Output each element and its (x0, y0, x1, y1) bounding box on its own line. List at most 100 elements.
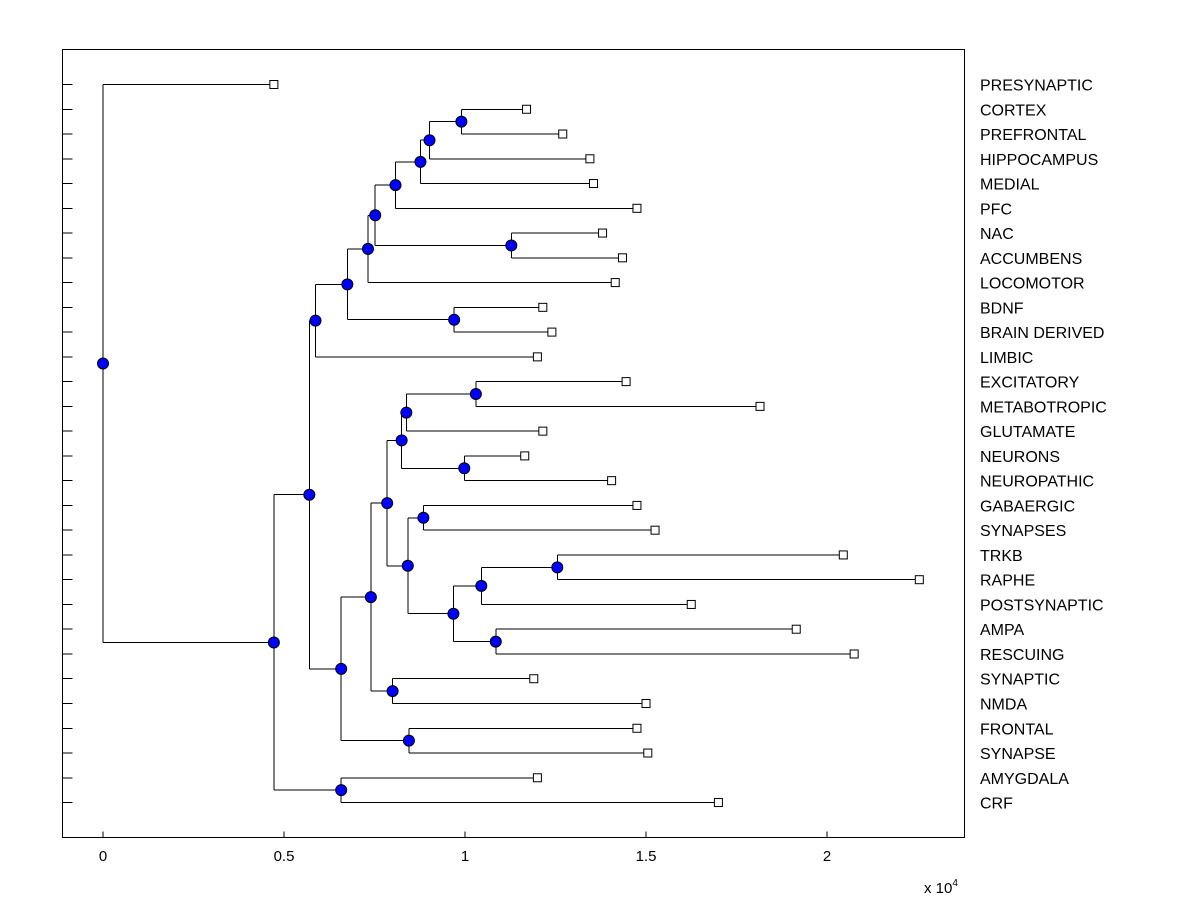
leaf-marker (532, 352, 542, 362)
leaf-marker (607, 476, 617, 486)
leaf-label: METABOTROPIC (980, 399, 1107, 416)
cluster-node (335, 662, 348, 675)
cluster-node (341, 278, 354, 291)
cluster-node (402, 734, 415, 747)
leaf-label: CRF (980, 796, 1013, 813)
x-tick-label: 2 (823, 848, 831, 865)
cluster-node (417, 511, 430, 524)
cluster-node (458, 462, 471, 475)
cluster-node (335, 784, 348, 797)
leaf-label: NAC (980, 226, 1014, 243)
cluster-node (381, 497, 394, 510)
cluster-node (423, 134, 436, 147)
leaf-label: HIPPOCAMPUS (980, 152, 1098, 169)
x-tick-label: 1 (461, 848, 469, 865)
leaf-marker (529, 674, 539, 684)
leaf-label: NMDA (980, 697, 1027, 714)
cluster-node (505, 239, 518, 252)
leaf-marker (621, 377, 631, 387)
leaf-label: GLUTAMATE (980, 424, 1075, 441)
cluster-node (386, 685, 399, 698)
x-axis-ticks: 0 0.5 1 1.5 2 (99, 831, 831, 865)
leaf-label: PREFRONTAL (980, 127, 1086, 144)
leaf-marker (585, 154, 595, 164)
leaf-marker (650, 525, 660, 535)
leaf-label: RESCUING (980, 647, 1064, 664)
leaf-label: SYNAPSES (980, 523, 1066, 540)
tree-edges (102, 84, 920, 804)
leaf-tick-marks (62, 84, 73, 804)
leaf-marker (849, 649, 859, 659)
leaf-marker (914, 575, 924, 585)
plot-frame (62, 49, 965, 838)
leaf-marker (589, 179, 599, 189)
leaf-label: MEDIAL (980, 177, 1040, 194)
cluster-node (395, 434, 408, 447)
cluster-node (469, 388, 482, 400)
leaf-marker (538, 426, 548, 436)
leaf-label: TRKB (980, 548, 1023, 565)
leaf-marker (558, 129, 568, 139)
leaf-labels: PRESYNAPTIC CORTEX PREFRONTAL HIPPOCAMPUS ME… (980, 78, 1107, 813)
leaf-label: LOCOMOTOR (980, 276, 1085, 293)
leaf-label: GABAERGIC (980, 498, 1075, 515)
leaf-marker (269, 80, 279, 89)
leaf-label: PFC (980, 201, 1012, 218)
cluster-node (389, 179, 402, 192)
leaf-label: SYNAPSE (980, 746, 1056, 763)
leaf-label: ACCUMBENS (980, 251, 1082, 268)
leaf-label: AMYGDALA (980, 771, 1069, 788)
leaf-marker (632, 500, 642, 510)
cluster-node (400, 406, 413, 419)
leaf-label: SYNAPTIC (980, 672, 1060, 689)
cluster-node (551, 561, 564, 574)
cluster-node (489, 635, 502, 648)
leaf-marker (641, 699, 651, 708)
leaf-label: AMPA (980, 622, 1024, 639)
leaf-marker (713, 798, 723, 808)
cluster-node (401, 559, 414, 572)
x-tick-label: 0 (99, 848, 107, 865)
leaf-label: POSTSYNAPTIC (980, 597, 1104, 614)
leaf-label: FRONTAL (980, 721, 1054, 738)
cluster-node (448, 313, 461, 326)
leaf-marker (755, 401, 765, 411)
leaf-label: NEURONS (980, 449, 1060, 466)
cluster-node (267, 636, 280, 649)
cluster-node (475, 579, 488, 592)
leaf-markers (269, 80, 924, 808)
x-tick-label: 0.5 (274, 848, 295, 865)
leaf-label: BRAIN DERIVED (980, 325, 1104, 342)
leaf-marker (532, 773, 542, 783)
leaf-label: CORTEX (980, 102, 1047, 119)
x-multiplier-label: x 104 (924, 878, 958, 897)
leaf-marker (632, 203, 642, 213)
node-markers (97, 115, 564, 797)
leaf-marker (538, 302, 548, 312)
leaf-marker (522, 104, 532, 114)
leaf-marker (598, 228, 608, 238)
leaf-label: EXCITATORY (980, 375, 1080, 392)
leaf-label: BDNF (980, 300, 1024, 317)
x-tick-label: 1.5 (636, 848, 657, 865)
cluster-node (447, 607, 460, 620)
cluster-node (97, 357, 109, 370)
leaf-marker (838, 550, 848, 560)
leaf-marker (617, 253, 627, 263)
leaf-label: PRESYNAPTIC (980, 78, 1093, 95)
leaf-marker (791, 624, 801, 634)
cluster-node (361, 242, 374, 255)
leaf-marker (520, 451, 530, 461)
cluster-node (369, 209, 382, 222)
leaf-marker (686, 599, 696, 609)
leaf-marker (632, 723, 642, 733)
leaf-label: NEUROPATHIC (980, 474, 1094, 491)
cluster-node (414, 155, 427, 168)
leaf-marker (643, 748, 653, 758)
cluster-node (455, 115, 468, 128)
leaf-label: LIMBIC (980, 350, 1033, 367)
leaf-label: RAPHE (980, 573, 1035, 590)
cluster-node (364, 591, 377, 604)
leaf-marker (547, 327, 557, 337)
